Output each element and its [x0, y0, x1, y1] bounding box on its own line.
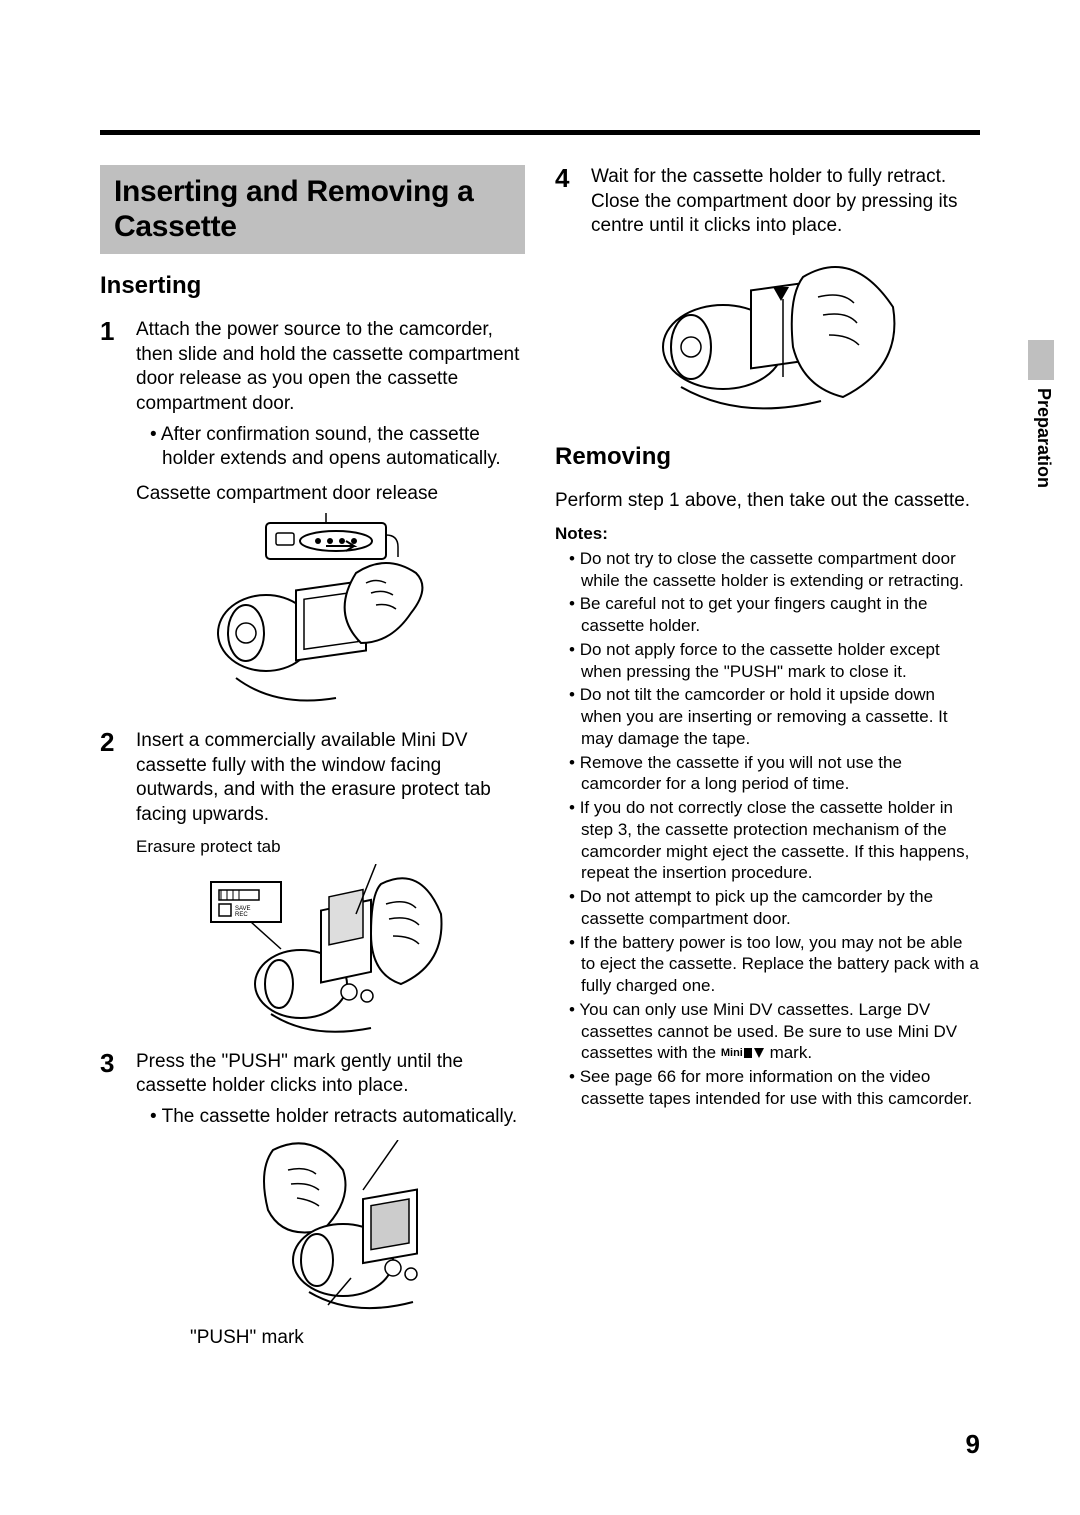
camcorder-release-illustration: [206, 513, 456, 713]
fig1-caption: Cassette compartment door release: [136, 482, 525, 507]
inserting-heading: Inserting: [100, 272, 525, 300]
note-item: You can only use Mini DV cassettes. Larg…: [569, 999, 980, 1064]
notes-list: Do not try to close the cassette compart…: [555, 548, 980, 1110]
step-body: Press the "PUSH" mark gently until the c…: [136, 1050, 525, 1132]
bullet: The cassette holder retracts automatical…: [150, 1105, 525, 1130]
page-content: Inserting and Removing a Cassette Insert…: [100, 130, 980, 1455]
dv-logo-icon: [743, 1047, 765, 1059]
figure-4: [565, 247, 980, 427]
right-column: 4 Wait for the cassette holder to fully …: [555, 165, 980, 1356]
title-box: Inserting and Removing a Cassette: [100, 165, 525, 254]
note-item: Remove the cassette if you will not use …: [569, 752, 980, 796]
figure-1: [136, 513, 525, 713]
note-item: See page 66 for more information on the …: [569, 1066, 980, 1110]
step-4: 4 Wait for the cassette holder to fully …: [555, 165, 980, 239]
removing-text: Perform step 1 above, then take out the …: [555, 489, 980, 514]
top-rule: [100, 130, 980, 135]
bullet: After confirmation sound, the cassette h…: [150, 423, 525, 472]
push-mark-illustration: [233, 1140, 453, 1310]
step-3: 3 Press the "PUSH" mark gently until the…: [100, 1050, 525, 1132]
step-text: Attach the power source to the camcorder…: [136, 319, 519, 414]
note-item: Do not tilt the camcorder or hold it ups…: [569, 684, 980, 749]
fig3-caption: "PUSH" mark: [190, 1326, 525, 1351]
fig2-caption: Erasure protect tab: [136, 836, 525, 858]
note-item: Be careful not to get your fingers caugh…: [569, 593, 980, 637]
step-1-bullets: After confirmation sound, the cassette h…: [136, 423, 525, 472]
note-item: If you do not correctly close the casset…: [569, 797, 980, 884]
step-text: Wait for the cassette holder to fully re…: [591, 165, 980, 239]
note-item: Do not try to close the cassette compart…: [569, 548, 980, 592]
step-number: 4: [555, 165, 577, 239]
step-3-bullets: The cassette holder retracts automatical…: [136, 1105, 525, 1130]
note-item: If the battery power is too low, you may…: [569, 932, 980, 997]
step-number: 2: [100, 729, 122, 828]
minidv-mark: Mini: [721, 1047, 743, 1059]
page-number: 9: [966, 1429, 980, 1460]
side-tab-label: Preparation: [1028, 388, 1054, 488]
note-item: Do not apply force to the cassette holde…: [569, 639, 980, 683]
svg-text:REC: REC: [235, 912, 248, 918]
note-item: Do not attempt to pick up the camcorder …: [569, 886, 980, 930]
step-body: Attach the power source to the camcorder…: [136, 318, 525, 474]
insert-cassette-illustration: SAVE REC: [201, 864, 461, 1034]
left-column: Inserting and Removing a Cassette Insert…: [100, 165, 525, 1356]
step-text: Press the "PUSH" mark gently until the c…: [136, 1051, 463, 1097]
step-text: Insert a commercially available Mini DV …: [136, 729, 525, 828]
two-columns: Inserting and Removing a Cassette Insert…: [100, 165, 980, 1356]
step-number: 1: [100, 318, 122, 474]
step-number: 3: [100, 1050, 122, 1132]
close-door-illustration: [633, 247, 913, 427]
side-tab-marker: [1028, 340, 1054, 380]
figure-3: [160, 1140, 525, 1310]
removing-heading: Removing: [555, 443, 980, 471]
side-tab: Preparation: [1028, 340, 1054, 510]
notes-heading: Notes:: [555, 524, 980, 544]
page-title: Inserting and Removing a Cassette: [114, 175, 511, 244]
step-1: 1 Attach the power source to the camcord…: [100, 318, 525, 474]
step-2: 2 Insert a commercially available Mini D…: [100, 729, 525, 828]
note-tail: mark.: [765, 1043, 812, 1062]
figure-2: SAVE REC: [136, 864, 525, 1034]
